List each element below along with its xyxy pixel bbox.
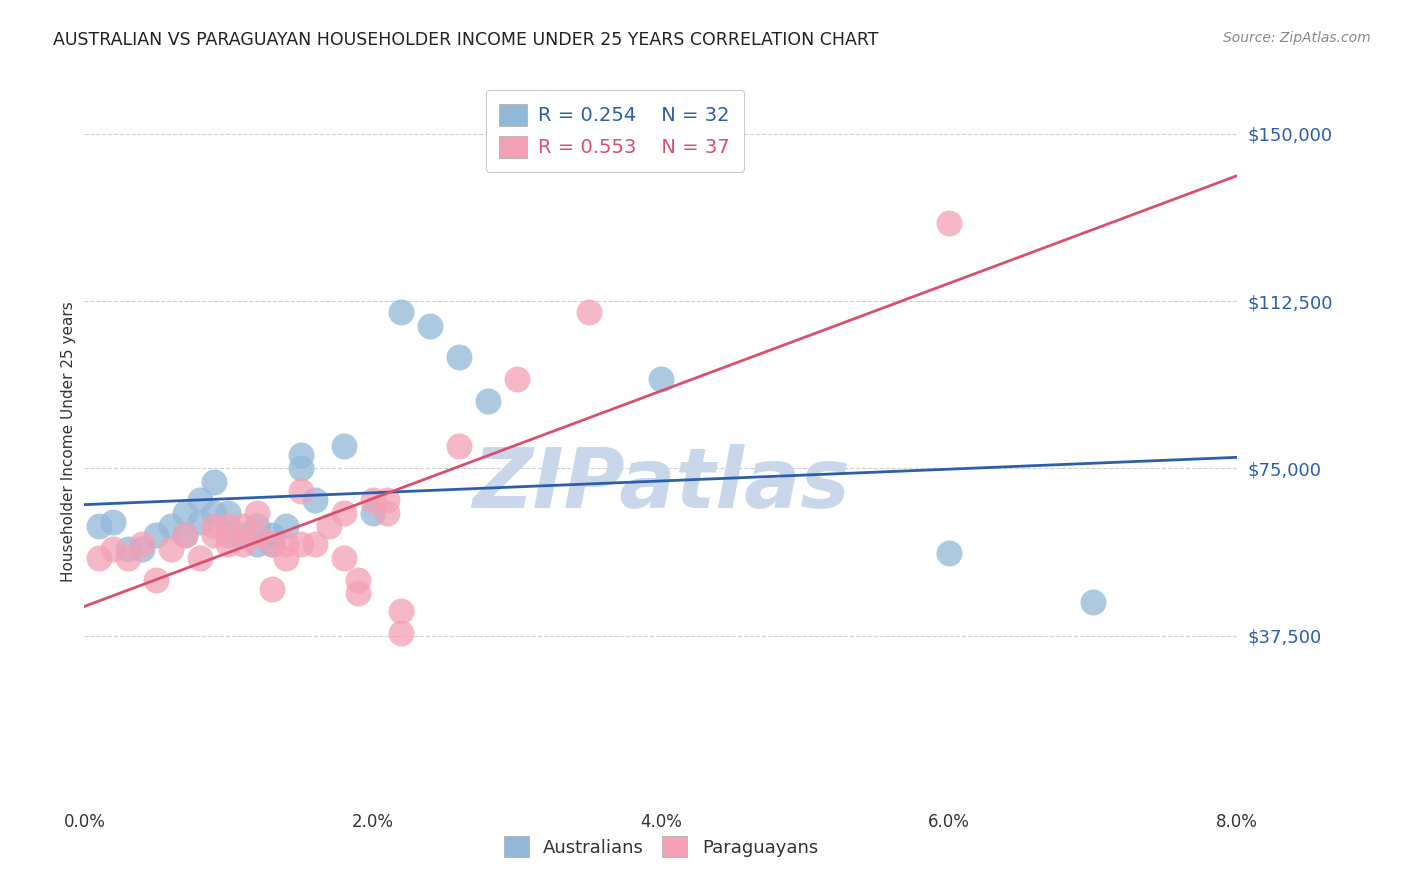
Point <box>117 550 139 565</box>
Point <box>290 537 312 551</box>
Point <box>218 519 240 533</box>
Point <box>202 475 225 489</box>
Point <box>202 519 225 533</box>
Point <box>131 541 153 556</box>
Point <box>375 506 398 520</box>
Point <box>87 519 110 533</box>
Point <box>232 537 254 551</box>
Point <box>145 528 167 542</box>
Point <box>391 305 413 319</box>
Text: AUSTRALIAN VS PARAGUAYAN HOUSEHOLDER INCOME UNDER 25 YEARS CORRELATION CHART: AUSTRALIAN VS PARAGUAYAN HOUSEHOLDER INC… <box>53 31 879 49</box>
Point <box>131 537 153 551</box>
Point <box>449 439 471 453</box>
Point <box>117 541 139 556</box>
Point <box>347 586 370 600</box>
Point <box>290 461 312 475</box>
Point <box>218 537 240 551</box>
Point <box>246 506 269 520</box>
Point <box>506 372 529 386</box>
Point <box>160 541 183 556</box>
Point <box>103 515 124 529</box>
Point <box>304 537 326 551</box>
Point <box>260 582 283 596</box>
Y-axis label: Householder Income Under 25 years: Householder Income Under 25 years <box>60 301 76 582</box>
Point <box>145 573 167 587</box>
Point <box>938 216 960 230</box>
Point <box>361 492 384 507</box>
Point <box>391 604 413 618</box>
Legend: Australians, Paraguayans: Australians, Paraguayans <box>495 827 827 866</box>
Point <box>391 626 413 640</box>
Point <box>246 537 269 551</box>
Point <box>202 528 225 542</box>
Point <box>333 506 356 520</box>
Point <box>276 537 298 551</box>
Point <box>260 537 283 551</box>
Point <box>218 528 240 542</box>
Point <box>477 394 499 409</box>
Point <box>304 492 326 507</box>
Point <box>650 372 672 386</box>
Point <box>333 550 356 565</box>
Point <box>938 546 960 560</box>
Point <box>103 541 124 556</box>
Point <box>232 519 254 533</box>
Point <box>276 519 298 533</box>
Point <box>160 519 183 533</box>
Point <box>333 439 356 453</box>
Point <box>290 448 312 462</box>
Point <box>578 305 600 319</box>
Point <box>276 550 298 565</box>
Point <box>347 573 370 587</box>
Point <box>232 528 254 542</box>
Point <box>188 515 211 529</box>
Point <box>246 528 269 542</box>
Point <box>290 483 312 498</box>
Point <box>260 537 283 551</box>
Point <box>174 506 197 520</box>
Point <box>188 492 211 507</box>
Point <box>318 519 340 533</box>
Point <box>449 350 471 364</box>
Point <box>361 506 384 520</box>
Point <box>246 519 269 533</box>
Point <box>87 550 110 565</box>
Point <box>260 528 283 542</box>
Point <box>174 528 197 542</box>
Point <box>202 506 225 520</box>
Point <box>419 318 441 333</box>
Point <box>375 492 398 507</box>
Point <box>218 506 240 520</box>
Point <box>1083 595 1105 609</box>
Text: Source: ZipAtlas.com: Source: ZipAtlas.com <box>1223 31 1371 45</box>
Point <box>174 528 197 542</box>
Text: ZIPatlas: ZIPatlas <box>472 444 849 525</box>
Point <box>188 550 211 565</box>
